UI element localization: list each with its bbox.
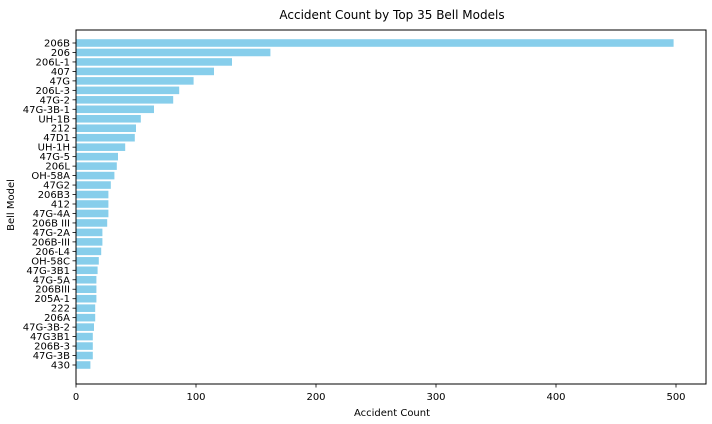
bar	[76, 228, 103, 237]
plot-frame	[75, 29, 707, 385]
y-tick-label: 212	[51, 124, 70, 135]
bar	[76, 294, 97, 303]
bar	[76, 114, 141, 123]
y-tick-label: OH-58C	[31, 256, 70, 267]
y-tick-label: UH-1B	[38, 114, 70, 125]
bar	[76, 332, 93, 341]
bar	[76, 304, 96, 312]
bar	[76, 285, 97, 294]
x-tick-label: 300	[426, 392, 445, 403]
bar	[76, 190, 109, 199]
bar	[76, 86, 180, 95]
y-tick-label: 206B-III	[32, 237, 70, 248]
y-tick-label: 206L-1	[36, 57, 70, 68]
x-ticks: 0 100 200 300 400 500	[73, 384, 686, 403]
bar	[76, 266, 98, 275]
y-tick-label: 47G-5	[40, 152, 70, 163]
bar	[76, 39, 674, 47]
bar	[76, 209, 109, 218]
bar	[76, 323, 94, 331]
bar	[76, 96, 174, 104]
y-tick-label: 206	[51, 48, 70, 59]
y-tick-label: OH-58A	[31, 171, 70, 182]
bar	[76, 77, 194, 85]
bar	[76, 200, 109, 208]
y-tick-label: 47G3B1	[30, 332, 70, 343]
y-tick-label: 407	[51, 67, 70, 78]
bar	[76, 351, 93, 360]
y-tick-labels: 206B206206L-140747G206L-347G-247G-3B-1UH…	[23, 39, 76, 372]
bar	[76, 105, 154, 114]
y-tick-label: 206BIII	[35, 285, 70, 296]
bars-group	[76, 39, 674, 369]
y-tick-label: 412	[51, 200, 70, 211]
y-tick-label: 205A-1	[34, 294, 70, 305]
y-tick-label: 47G-3B-1	[23, 105, 70, 116]
y-tick-label: 47G-3B-2	[23, 323, 70, 334]
bar	[76, 219, 108, 227]
bar	[76, 342, 93, 350]
y-tick-label: 47G-4A	[33, 209, 70, 220]
y-tick-label: 47G	[50, 76, 70, 87]
y-tick-label: 206B3	[38, 190, 70, 201]
y-axis-label: Bell Model	[6, 179, 17, 231]
bar	[76, 361, 91, 369]
y-tick-label: 206L-3	[36, 86, 70, 97]
bar	[76, 58, 232, 66]
x-tick-label: 100	[186, 392, 205, 403]
bar	[76, 143, 126, 151]
y-tick-label: 47G-3B	[33, 351, 70, 362]
y-tick-label: 206-L4	[35, 247, 70, 258]
chart-title: Accident Count by Top 35 Bell Models	[279, 8, 504, 22]
bar	[76, 124, 136, 133]
y-tick-label: 206B III	[32, 218, 70, 229]
y-tick-label: 47G-5A	[33, 275, 70, 286]
y-tick-label: 47D1	[43, 133, 70, 144]
bar	[76, 247, 102, 256]
y-tick-label: 206B	[44, 39, 70, 50]
x-axis-label: Accident Count	[354, 408, 430, 419]
y-tick-label: 222	[51, 304, 70, 315]
x-tick-label: 200	[306, 392, 325, 403]
x-tick-label: 0	[73, 392, 79, 403]
y-tick-label: 47G2	[43, 181, 70, 192]
x-tick-label: 400	[546, 392, 565, 403]
x-tick-label: 500	[666, 392, 685, 403]
y-tick-label: 47G-2A	[33, 228, 70, 239]
bar	[76, 152, 118, 161]
bar	[76, 275, 97, 284]
y-tick-label: 430	[51, 361, 70, 372]
y-tick-label: UH-1H	[38, 143, 70, 154]
y-tick-label: 206L	[45, 162, 70, 173]
bar	[76, 67, 214, 76]
bar	[76, 162, 117, 170]
bar	[76, 238, 103, 246]
y-tick-label: 206A	[44, 313, 70, 324]
bar	[76, 171, 115, 180]
bar	[76, 181, 111, 189]
y-tick-label: 206B-3	[34, 342, 70, 353]
bar	[76, 313, 96, 322]
y-tick-label: 47G-2	[40, 95, 70, 106]
bar	[76, 133, 135, 142]
bar	[76, 48, 271, 57]
bar	[76, 257, 99, 265]
y-tick-label: 47G-3B1	[26, 266, 70, 277]
